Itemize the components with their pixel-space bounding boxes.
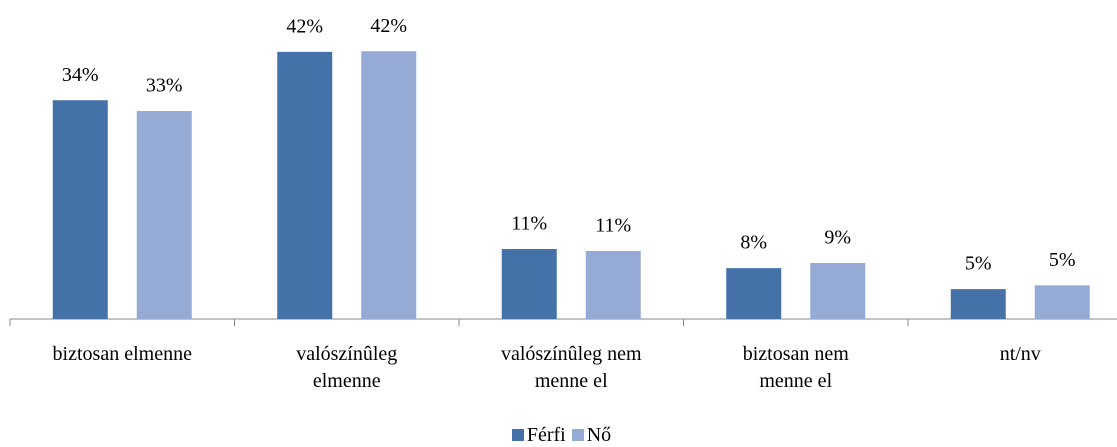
bar: [361, 51, 417, 320]
data-label: 5%: [965, 253, 992, 275]
x-tick-label: biztosan nem menne el: [742, 343, 849, 392]
bar: [726, 268, 782, 319]
x-tick-label: biztosan elmenne: [52, 343, 192, 365]
bar: [585, 250, 641, 319]
data-label: 33%: [146, 75, 183, 97]
bar: [277, 51, 333, 319]
legend: Férfi Nő: [0, 424, 1117, 447]
data-label: 5%: [1049, 249, 1076, 271]
legend-swatch: [511, 429, 524, 441]
legend-label: Férfi: [526, 424, 566, 446]
data-label: 9%: [824, 227, 851, 249]
data-label: 42%: [370, 15, 407, 37]
bar: [52, 100, 108, 319]
data-label: 11%: [595, 215, 631, 237]
bar: [501, 249, 557, 319]
bar: [1034, 285, 1090, 319]
data-label: 42%: [286, 15, 323, 37]
bar: [136, 111, 192, 319]
x-tick-label: valószínûleg nem menne el: [500, 343, 642, 392]
bar: [810, 263, 866, 319]
data-label: 11%: [511, 213, 547, 235]
x-tick-label: valószínûleg elmenne: [296, 343, 398, 392]
legend-swatch: [571, 429, 584, 441]
legend-label: Nő: [586, 424, 612, 446]
bar: [950, 289, 1006, 319]
data-label: 8%: [740, 232, 767, 254]
x-tick-label: nt/nv: [999, 343, 1041, 365]
data-label: 34%: [62, 64, 99, 86]
